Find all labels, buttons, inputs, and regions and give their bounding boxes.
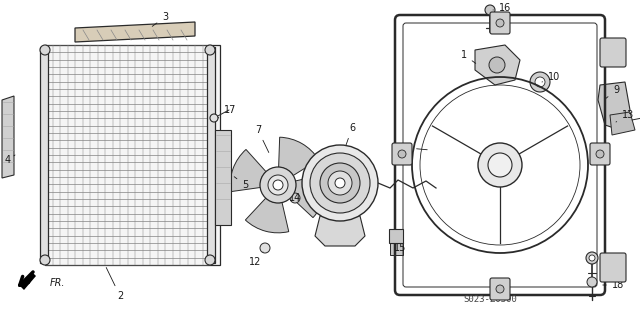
Text: 2: 2 xyxy=(106,268,123,301)
Circle shape xyxy=(587,277,597,287)
Circle shape xyxy=(205,45,215,55)
Circle shape xyxy=(210,114,218,122)
Circle shape xyxy=(485,5,495,15)
Circle shape xyxy=(40,45,50,55)
Text: S023-Z0300: S023-Z0300 xyxy=(463,295,517,305)
Circle shape xyxy=(328,171,352,195)
Circle shape xyxy=(268,175,288,195)
FancyBboxPatch shape xyxy=(392,143,412,165)
Circle shape xyxy=(489,57,505,73)
Bar xyxy=(40,47,48,263)
Wedge shape xyxy=(230,149,266,192)
Circle shape xyxy=(302,145,378,221)
Text: 9: 9 xyxy=(606,85,619,98)
Circle shape xyxy=(205,255,215,265)
Circle shape xyxy=(596,150,604,158)
Text: 3: 3 xyxy=(152,12,168,26)
Bar xyxy=(45,45,220,265)
Polygon shape xyxy=(315,216,365,246)
FancyBboxPatch shape xyxy=(600,38,626,67)
Circle shape xyxy=(335,178,345,188)
Polygon shape xyxy=(390,243,403,255)
FancyBboxPatch shape xyxy=(600,253,626,282)
Circle shape xyxy=(589,255,595,261)
FancyBboxPatch shape xyxy=(490,12,510,34)
Circle shape xyxy=(273,180,283,190)
Text: 15: 15 xyxy=(394,238,406,253)
Text: 11: 11 xyxy=(603,253,624,263)
Text: 16: 16 xyxy=(493,3,511,13)
Text: 18: 18 xyxy=(603,280,624,290)
Circle shape xyxy=(40,255,50,265)
Wedge shape xyxy=(245,198,289,233)
Circle shape xyxy=(260,167,296,203)
Bar xyxy=(389,229,403,243)
Circle shape xyxy=(496,19,504,27)
Text: 12: 12 xyxy=(249,252,263,267)
Text: 6: 6 xyxy=(346,123,355,145)
Polygon shape xyxy=(610,112,635,135)
Text: 5: 5 xyxy=(234,177,248,190)
Polygon shape xyxy=(75,22,195,42)
Circle shape xyxy=(530,72,550,92)
Polygon shape xyxy=(2,96,14,178)
FancyBboxPatch shape xyxy=(490,278,510,300)
Wedge shape xyxy=(291,174,326,218)
Text: 8: 8 xyxy=(405,143,428,153)
Circle shape xyxy=(398,150,406,158)
Circle shape xyxy=(260,243,270,253)
Circle shape xyxy=(310,153,370,213)
Circle shape xyxy=(320,163,360,203)
Text: 14: 14 xyxy=(289,193,301,203)
Text: FR.: FR. xyxy=(50,278,65,288)
Polygon shape xyxy=(20,272,36,290)
Text: 13: 13 xyxy=(616,110,634,122)
Circle shape xyxy=(478,143,522,187)
Text: 7: 7 xyxy=(255,125,269,152)
FancyBboxPatch shape xyxy=(590,143,610,165)
Circle shape xyxy=(586,252,598,264)
Text: 10: 10 xyxy=(542,72,560,82)
Bar xyxy=(207,47,215,263)
Polygon shape xyxy=(598,82,630,130)
Polygon shape xyxy=(475,45,520,85)
Text: 4: 4 xyxy=(5,155,15,165)
Text: 1: 1 xyxy=(461,50,476,63)
Wedge shape xyxy=(278,137,319,176)
Bar xyxy=(215,130,231,225)
Circle shape xyxy=(535,77,545,87)
Circle shape xyxy=(496,285,504,293)
Text: 17: 17 xyxy=(218,105,236,118)
Circle shape xyxy=(488,153,512,177)
Circle shape xyxy=(290,193,300,203)
